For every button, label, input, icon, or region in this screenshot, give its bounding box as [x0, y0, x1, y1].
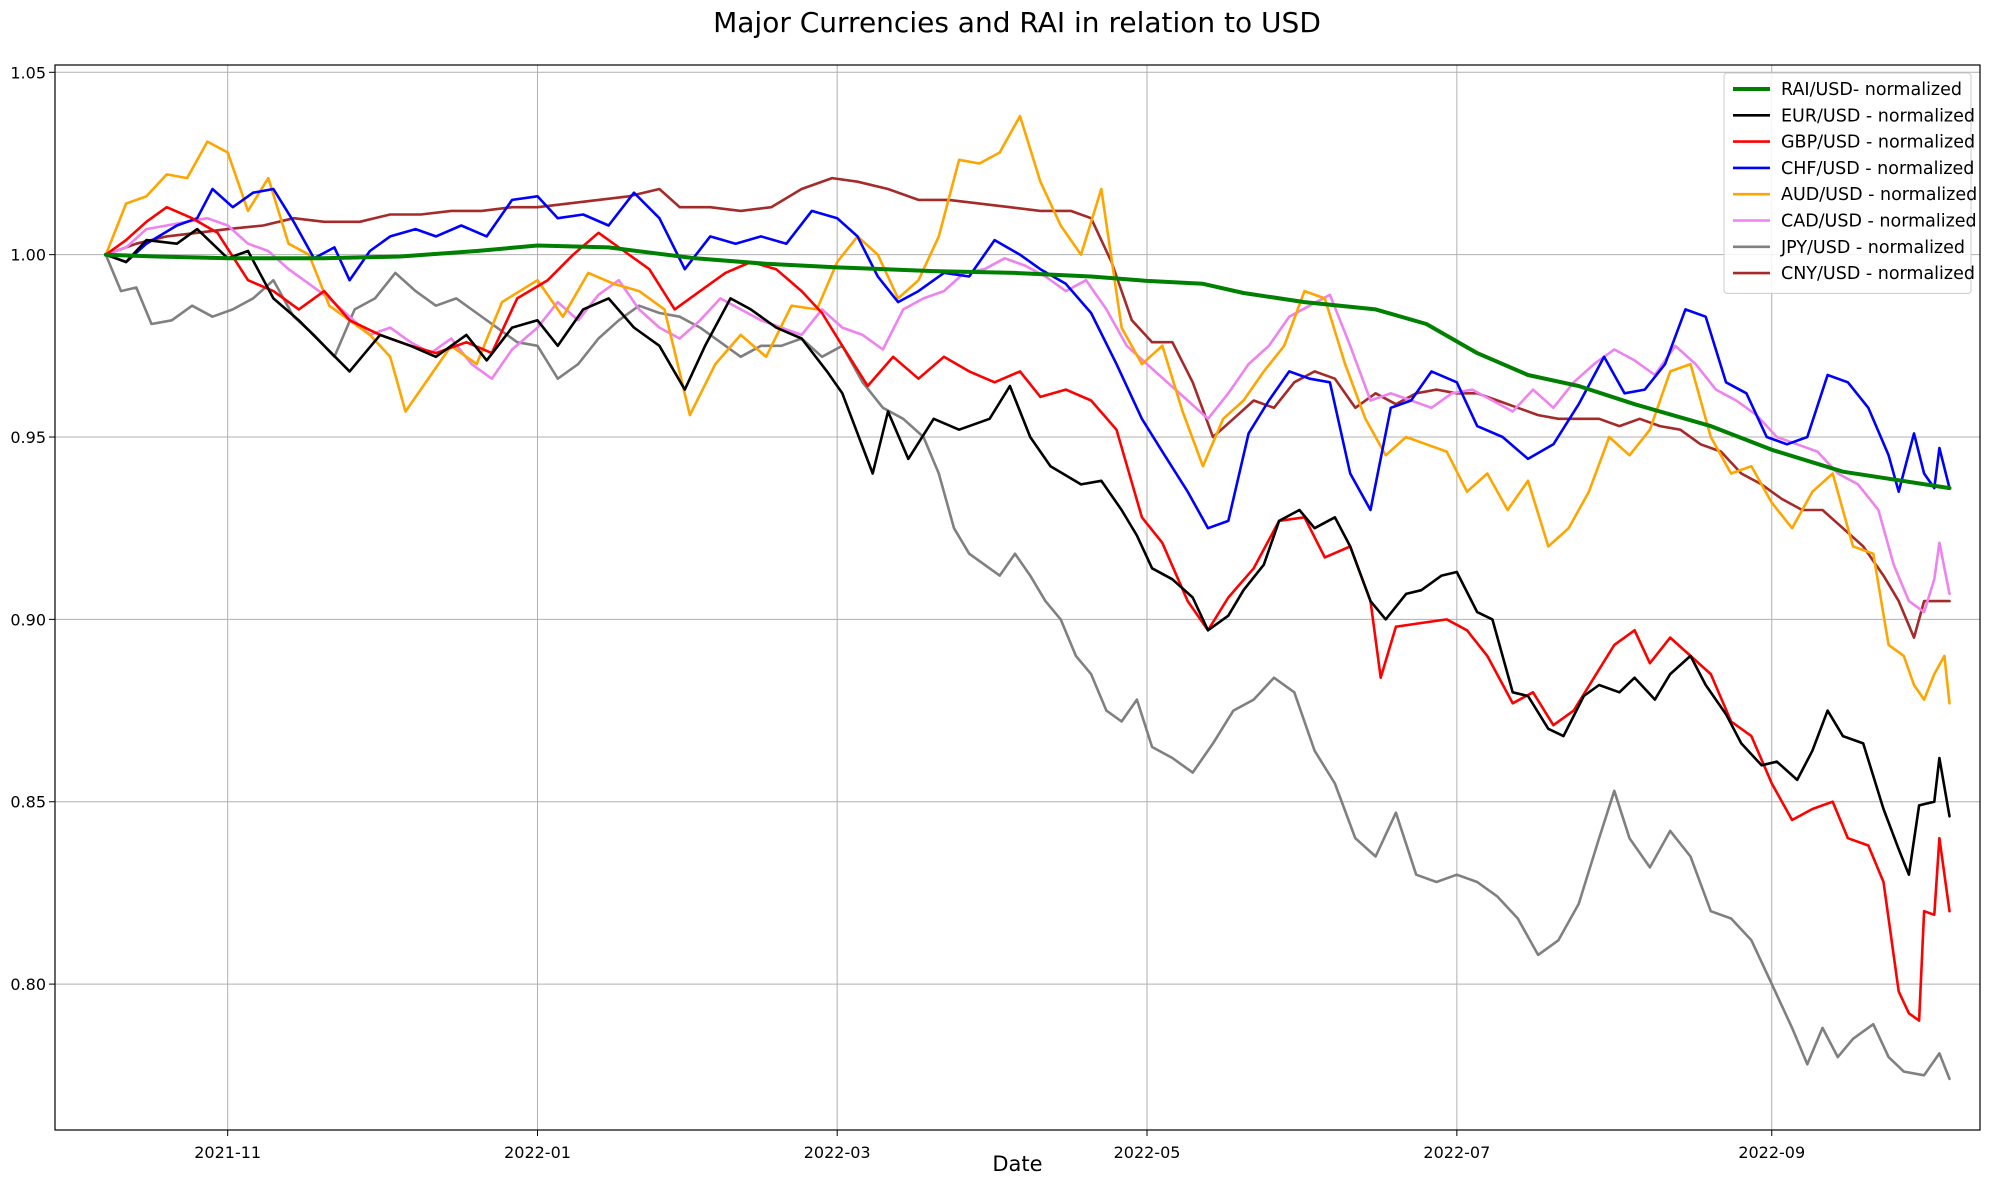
series-line-eur	[104, 227, 1951, 876]
gridlines	[55, 65, 1980, 1130]
legend: RAI/USD- normalized EUR/USD - normalized G…	[1723, 72, 1977, 294]
x-tick-label: 2022-03	[804, 1143, 871, 1162]
legend-label: CNY/USD - normalized	[1781, 264, 1975, 284]
legend-label: EUR/USD - normalized	[1781, 106, 1975, 126]
chart-title: Major Currencies and RAI in relation to …	[713, 6, 1321, 39]
x-tick-label: 2021-11	[194, 1143, 261, 1162]
series-line-jpy	[104, 253, 1951, 1081]
x-tick-label: 2022-09	[1738, 1143, 1805, 1162]
legend-label: GBP/USD - normalized	[1781, 133, 1975, 153]
legend-label: CHF/USD - normalized	[1781, 159, 1974, 179]
legend-label: AUD/USD - normalized	[1781, 185, 1977, 205]
series-line-gbp	[104, 205, 1951, 1022]
series-line-rai	[103, 243, 1952, 491]
y-tick-label: 0.95	[10, 428, 46, 447]
x-axis: 2021-11 2022-01 2022-03 2022-05 2022-07 2022-…	[194, 1130, 1805, 1162]
x-tick-label: 2022-01	[504, 1143, 571, 1162]
series-line-chf	[104, 187, 1951, 530]
x-tick-label: 2022-05	[1114, 1143, 1181, 1162]
legend-box	[1723, 72, 1972, 294]
y-tick-label: 0.90	[10, 610, 46, 629]
y-axis: 0.80 0.85 0.90 0.95 1.00 1.05	[10, 63, 55, 994]
series-lines	[103, 114, 1952, 1081]
series-line-aud	[104, 114, 1951, 705]
legend-label: RAI/USD- normalized	[1781, 80, 1962, 100]
y-tick-label: 0.80	[10, 975, 46, 994]
x-axis-label: Date	[992, 1152, 1042, 1176]
y-tick-label: 1.00	[10, 246, 46, 265]
x-tick-label: 2022-07	[1423, 1143, 1490, 1162]
plot-area-frame	[54, 64, 1981, 1131]
series-line-cny	[104, 176, 1951, 639]
legend-label: CAD/USD - normalized	[1781, 212, 1977, 232]
y-tick-label: 0.85	[10, 793, 46, 812]
legend-label: JPY/USD - normalized	[1780, 238, 1965, 258]
y-tick-label: 1.05	[10, 63, 46, 82]
